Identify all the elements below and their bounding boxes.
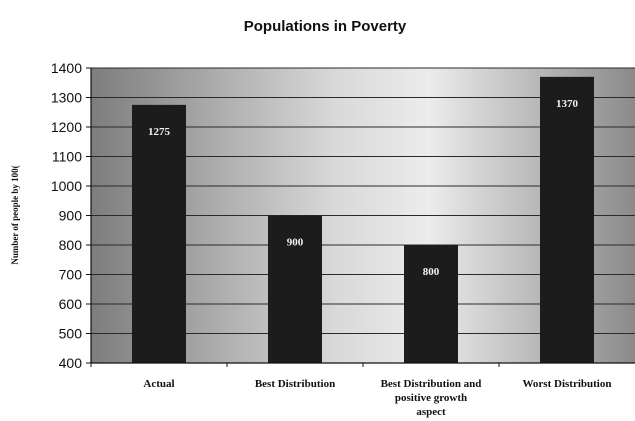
x-tick-label: Best Distribution and positive growth aspe…: [381, 378, 482, 418]
x-axis-ticks: Actual Best Distribution Best Distribution…: [90, 363, 612, 418]
y-tick-label: 1200: [51, 119, 82, 135]
x-tick-label-line: Worst Distribution: [523, 378, 612, 390]
y-tick-label: 900: [59, 208, 83, 224]
y-tick-label: 500: [59, 326, 83, 342]
x-tick-label-line: Actual: [143, 378, 174, 390]
x-tick-label-line: Best Distribution and: [381, 378, 482, 390]
x-tick-label: Best Distribution: [255, 378, 335, 390]
bar: [540, 76, 594, 363]
data-labels: 1275 900 800 1370: [148, 98, 579, 278]
x-tick-label-line: positive growth: [395, 392, 467, 404]
bars: [132, 76, 594, 363]
y-tick-label: 800: [59, 237, 83, 253]
y-tick-label: 1000: [51, 178, 82, 194]
y-tick-label: 600: [59, 296, 83, 312]
y-tick-label: 1100: [52, 149, 82, 165]
data-label: 900: [287, 237, 304, 249]
y-axis-ticks: 400 500 600 700 800 900 1000 1100 1200 1300 1400: [51, 60, 91, 371]
x-tick-label-line: aspect: [416, 406, 446, 418]
bar: [132, 104, 186, 363]
y-tick-label: 700: [59, 267, 83, 283]
y-tick-label: 400: [59, 355, 83, 371]
y-axis-label: Number of people by 100(: [10, 165, 20, 264]
x-tick-label: Worst Distribution: [523, 378, 612, 390]
x-tick-label: Actual: [143, 378, 174, 390]
data-label: 1370: [556, 98, 579, 110]
x-tick-label-line: Best Distribution: [255, 378, 335, 390]
data-label: 800: [423, 266, 440, 278]
y-tick-label: 1300: [51, 90, 82, 106]
chart-title: Populations in Poverty: [244, 18, 407, 35]
y-tick-label: 1400: [51, 60, 82, 76]
bar: [268, 215, 322, 363]
data-label: 1275: [148, 126, 171, 138]
bar: [404, 245, 458, 363]
